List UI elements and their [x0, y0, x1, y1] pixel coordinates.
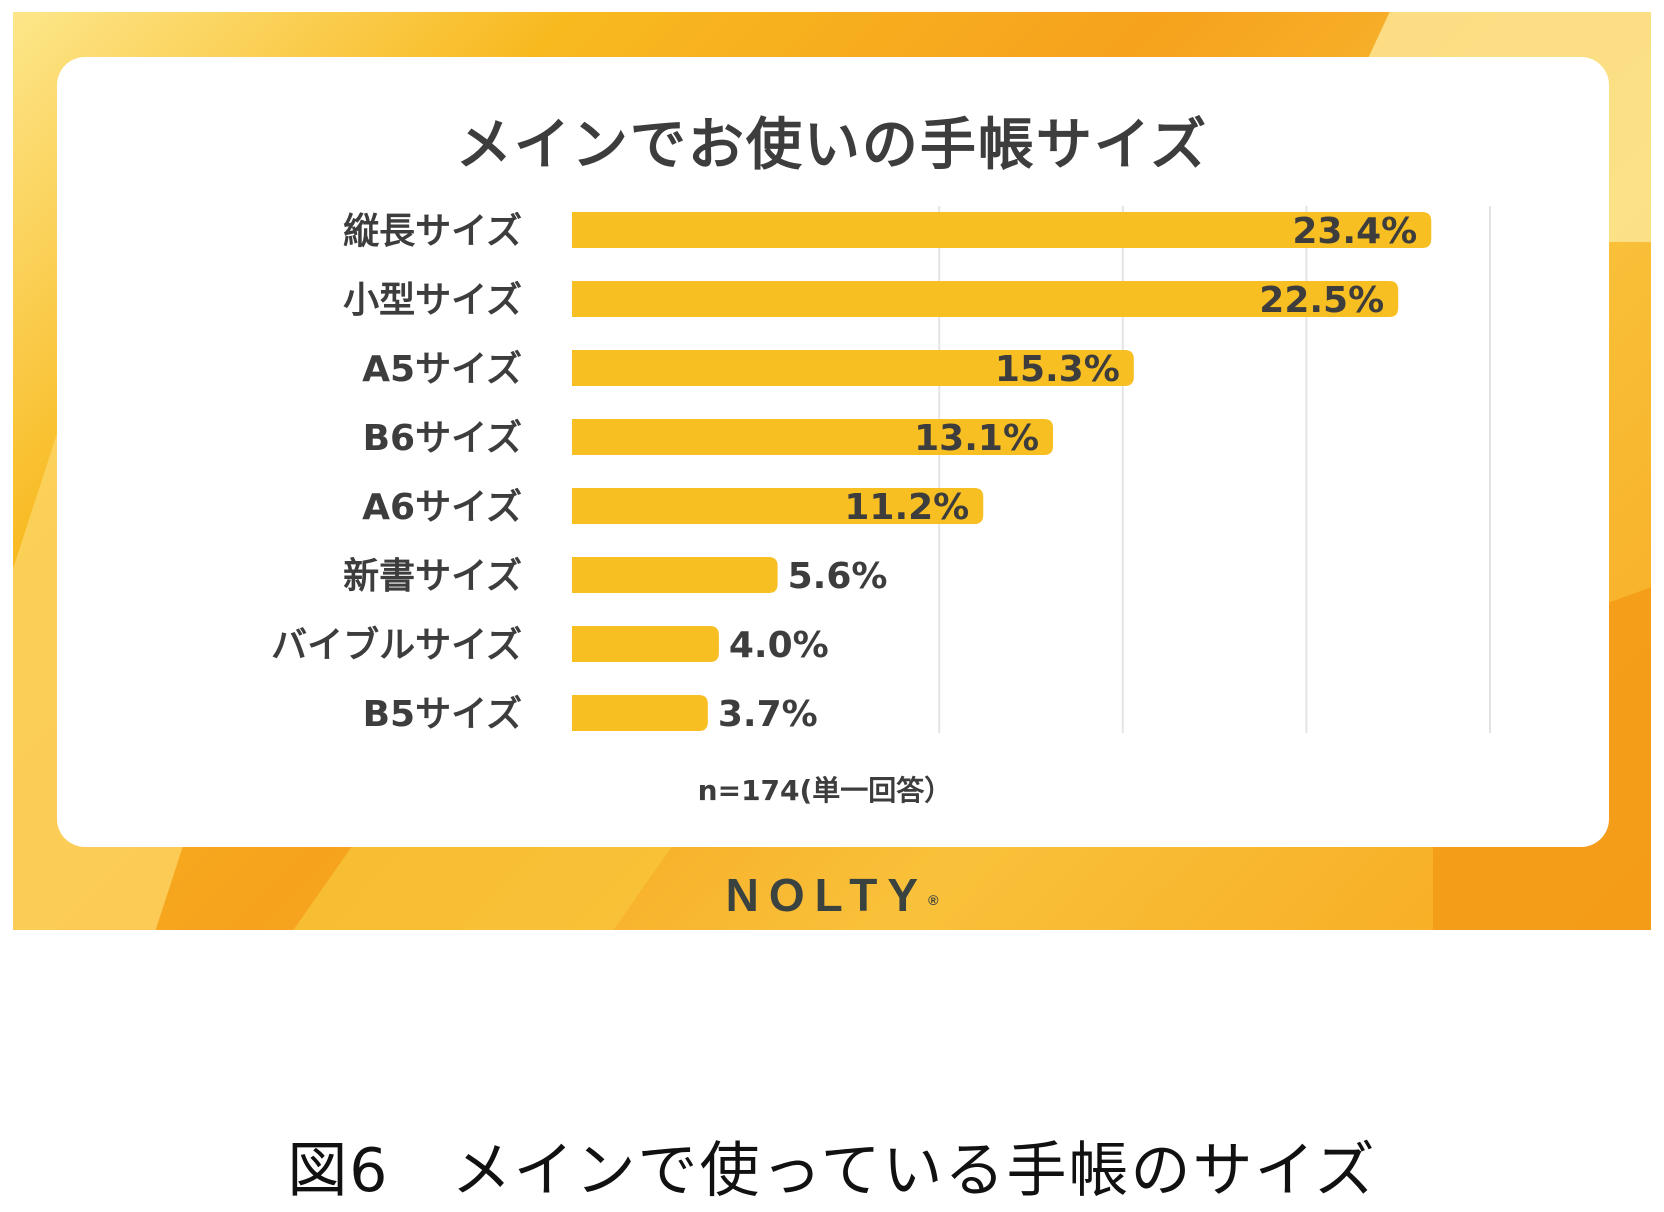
category-label: 新書サイズ: [343, 555, 522, 597]
data-label: 23.4%: [1292, 211, 1417, 252]
figure-caption: 図6 メインで使っている手帳のサイズ: [287, 1136, 1377, 1206]
chart-title: メインでお使いの手帳サイズ: [455, 113, 1209, 178]
sample-size-note: n=174(単一回答）: [698, 774, 953, 807]
data-label: 15.3%: [995, 349, 1120, 390]
nolty-logo: NOLTY®: [0, 868, 1664, 922]
data-label: 22.5%: [1259, 280, 1384, 321]
category-label: B6サイズ: [363, 417, 522, 459]
category-label: A5サイズ: [362, 348, 522, 390]
category-label: 縦長サイズ: [343, 210, 522, 252]
bar: [572, 350, 1134, 386]
logo-text: NOLTY: [725, 869, 929, 921]
category-label: A6サイズ: [362, 486, 522, 528]
bar-chart: 縦長サイズ 23.4% 小型サイズ 22.5% A5サイズ 15.3% B6サイズ 13.1%…: [271, 206, 1491, 807]
bar: [572, 557, 778, 593]
data-label: 5.6%: [788, 556, 888, 597]
data-label: 13.1%: [914, 418, 1039, 459]
bar: [572, 695, 708, 731]
data-label: 4.0%: [729, 625, 829, 666]
category-label: B5サイズ: [363, 693, 522, 735]
category-label: バイブルサイズ: [271, 624, 522, 666]
data-label: 11.2%: [844, 487, 969, 528]
data-label: 3.7%: [718, 694, 818, 735]
bar: [572, 419, 1054, 455]
bar: [572, 281, 1399, 317]
registered-mark: ®: [928, 892, 939, 908]
bar: [572, 626, 719, 662]
bar: [572, 488, 984, 524]
category-label: 小型サイズ: [343, 279, 522, 321]
bar: [572, 212, 1432, 248]
